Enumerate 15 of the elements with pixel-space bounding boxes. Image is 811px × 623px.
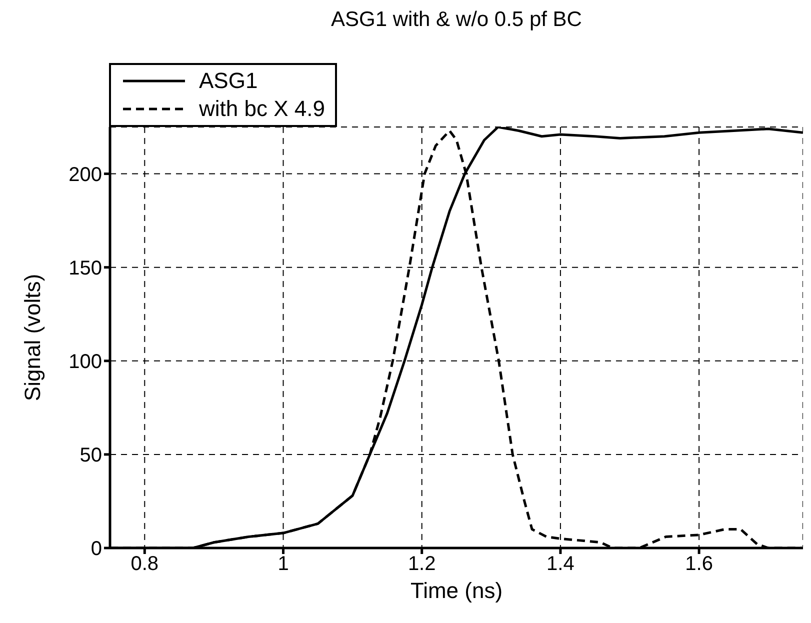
x-tick-label: 1.2 — [408, 553, 436, 576]
y-tick-label: 150 — [68, 257, 102, 280]
legend-label: ASG1 — [199, 68, 258, 94]
x-tick-label: 0.8 — [130, 553, 159, 576]
y-tick-label: 100 — [68, 350, 102, 373]
x-tick-label: 1.6 — [685, 553, 713, 576]
y-tick-label: 50 — [80, 444, 102, 467]
y-axis-title: Signal (volts) — [20, 274, 45, 402]
x-axis-title: Time (ns) — [410, 578, 503, 603]
y-tick-label: 200 — [68, 164, 102, 186]
chart-title: ASG1 with & w/o 0.5 pf BC — [330, 8, 583, 32]
y-tick-label: 0 — [90, 538, 102, 560]
legend-label: with bc X 4.9 — [199, 96, 325, 122]
x-tick-label: 1 — [278, 553, 289, 576]
x-tick-label: 1.4 — [546, 553, 574, 576]
